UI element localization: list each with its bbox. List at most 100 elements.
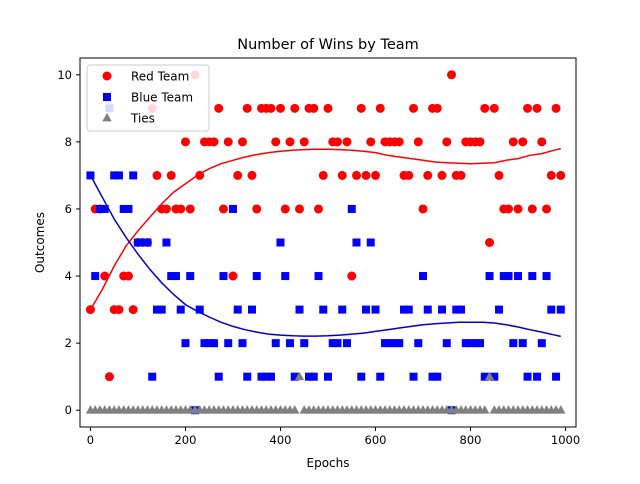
data-point bbox=[110, 171, 119, 180]
data-point bbox=[224, 339, 233, 348]
data-point bbox=[252, 272, 261, 281]
data-point bbox=[343, 339, 352, 348]
data-point bbox=[252, 204, 262, 214]
data-point bbox=[457, 305, 466, 314]
chart-title: Number of Wins by Team bbox=[237, 37, 419, 53]
legend-label: Ties bbox=[130, 112, 155, 126]
data-point bbox=[375, 103, 385, 113]
trend-lines bbox=[89, 147, 561, 338]
data-point bbox=[518, 339, 527, 348]
data-point bbox=[556, 405, 566, 414]
data-point bbox=[489, 103, 499, 113]
data-point bbox=[200, 339, 209, 348]
trend-line-0 bbox=[89, 147, 561, 310]
data-point bbox=[128, 305, 138, 315]
data-point bbox=[438, 305, 447, 314]
data-point bbox=[428, 372, 437, 381]
data-point bbox=[513, 204, 523, 214]
data-point bbox=[414, 339, 423, 348]
data-point bbox=[152, 305, 161, 314]
data-point bbox=[95, 204, 104, 213]
data-point bbox=[228, 271, 238, 281]
data-point bbox=[180, 137, 190, 147]
data-point bbox=[299, 137, 309, 147]
data-point bbox=[314, 272, 323, 281]
data-point bbox=[290, 103, 300, 113]
data-point bbox=[318, 170, 328, 180]
data-point bbox=[176, 204, 186, 214]
data-point bbox=[143, 238, 152, 247]
data-point bbox=[551, 103, 561, 113]
data-point bbox=[385, 339, 394, 348]
data-point bbox=[285, 137, 295, 147]
data-point bbox=[395, 339, 404, 348]
y-tick-label: 8 bbox=[65, 135, 72, 149]
data-point bbox=[404, 170, 414, 180]
data-point bbox=[419, 272, 428, 281]
data-point bbox=[552, 372, 561, 381]
data-point bbox=[167, 272, 176, 281]
data-point bbox=[280, 204, 290, 214]
data-point bbox=[257, 372, 266, 381]
data-point bbox=[556, 170, 566, 180]
data-point bbox=[266, 103, 276, 113]
data-point bbox=[432, 103, 442, 113]
y-tick-label: 10 bbox=[57, 68, 72, 82]
data-point bbox=[413, 137, 423, 147]
data-point bbox=[509, 339, 518, 348]
data-point bbox=[537, 137, 547, 147]
data-point bbox=[533, 372, 542, 381]
data-point bbox=[480, 372, 489, 381]
data-point bbox=[218, 204, 228, 214]
x-tick-label: 0 bbox=[87, 433, 94, 447]
data-point bbox=[356, 103, 366, 113]
data-point bbox=[433, 372, 442, 381]
data-point bbox=[133, 238, 142, 247]
data-point bbox=[114, 171, 123, 180]
data-point bbox=[532, 103, 542, 113]
data-point bbox=[423, 305, 432, 314]
data-point bbox=[152, 170, 162, 180]
data-point bbox=[214, 372, 223, 381]
legend-marker bbox=[102, 71, 112, 81]
data-point bbox=[461, 339, 470, 348]
data-point bbox=[337, 170, 347, 180]
data-point bbox=[456, 170, 466, 180]
data-point bbox=[333, 137, 343, 147]
data-point bbox=[129, 171, 138, 180]
data-point bbox=[100, 204, 109, 213]
data-point bbox=[404, 305, 413, 314]
data-point bbox=[304, 372, 313, 381]
data-point bbox=[166, 170, 176, 180]
data-point bbox=[347, 204, 356, 213]
data-point bbox=[223, 137, 233, 147]
data-point bbox=[409, 372, 418, 381]
data-point bbox=[476, 339, 485, 348]
data-point bbox=[309, 103, 319, 113]
data-point bbox=[271, 339, 280, 348]
data-point bbox=[162, 238, 171, 247]
data-point bbox=[528, 272, 537, 281]
data-point bbox=[313, 204, 323, 214]
data-point bbox=[294, 204, 304, 214]
legend-marker bbox=[103, 93, 111, 101]
x-tick-label: 600 bbox=[365, 433, 387, 447]
data-point bbox=[480, 405, 490, 414]
data-point bbox=[323, 103, 333, 113]
data-point bbox=[514, 272, 523, 281]
data-point bbox=[504, 272, 513, 281]
data-point bbox=[328, 339, 337, 348]
data-point bbox=[181, 339, 190, 348]
data-point bbox=[100, 271, 110, 281]
x-axis: 0 200 400 600 800 1000 bbox=[87, 427, 580, 447]
data-point bbox=[518, 137, 528, 147]
data-point bbox=[171, 272, 180, 281]
data-point bbox=[376, 372, 385, 381]
data-marks bbox=[85, 70, 566, 415]
data-point bbox=[495, 305, 504, 314]
data-point bbox=[148, 372, 157, 381]
x-tick-label: 200 bbox=[174, 433, 196, 447]
data-point bbox=[86, 171, 95, 180]
x-axis-label: Epochs bbox=[307, 456, 350, 470]
